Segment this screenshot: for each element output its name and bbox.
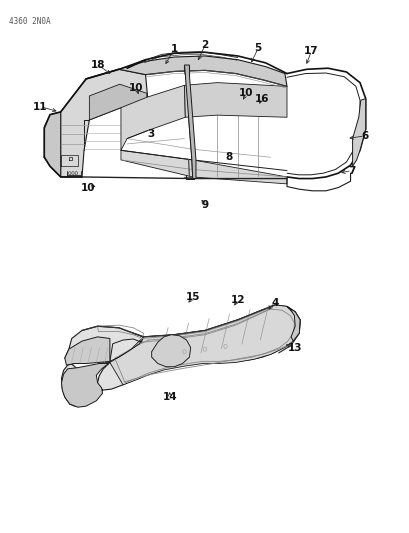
Polygon shape — [61, 69, 147, 177]
Polygon shape — [121, 150, 286, 184]
Text: 10: 10 — [129, 83, 144, 93]
Polygon shape — [61, 364, 108, 407]
Text: 5: 5 — [254, 43, 261, 53]
Polygon shape — [61, 305, 299, 406]
Text: 9: 9 — [201, 200, 208, 210]
Text: 10: 10 — [81, 183, 95, 192]
Text: 3: 3 — [147, 130, 154, 139]
Text: 18: 18 — [91, 60, 106, 70]
Text: 12: 12 — [230, 295, 245, 304]
Text: 13: 13 — [287, 343, 302, 352]
Polygon shape — [184, 65, 196, 179]
Text: 15: 15 — [185, 293, 200, 302]
Text: 1: 1 — [170, 44, 178, 54]
Text: 10: 10 — [238, 88, 253, 98]
Polygon shape — [286, 306, 299, 341]
Text: 16: 16 — [254, 94, 268, 103]
Text: 14: 14 — [162, 392, 177, 402]
Polygon shape — [110, 305, 299, 385]
Polygon shape — [119, 56, 286, 86]
Polygon shape — [184, 83, 286, 117]
Text: 2: 2 — [201, 41, 208, 50]
Text: 8: 8 — [225, 152, 232, 162]
Text: 4: 4 — [270, 298, 278, 308]
Polygon shape — [352, 99, 365, 166]
Polygon shape — [121, 85, 185, 150]
Text: 17: 17 — [303, 46, 318, 55]
Text: 6: 6 — [360, 131, 368, 141]
Text: 7: 7 — [347, 166, 355, 175]
Polygon shape — [151, 335, 190, 367]
Polygon shape — [89, 84, 147, 120]
Polygon shape — [65, 337, 110, 365]
Polygon shape — [44, 112, 61, 177]
Text: 4360 2N0A: 4360 2N0A — [9, 17, 51, 26]
Text: 11: 11 — [33, 102, 47, 111]
